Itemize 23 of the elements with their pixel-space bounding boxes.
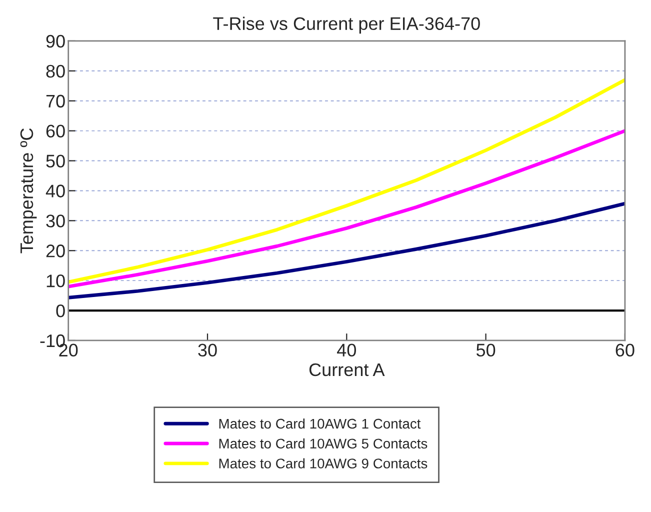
y-tick-label: 40: [46, 184, 65, 198]
y-tick-label: 50: [46, 154, 65, 168]
line-series: [68, 202, 625, 300]
y-tick-label: 0: [56, 304, 65, 318]
legend-label: Mates to Card 10AWG 9 Contacts: [219, 458, 428, 468]
y-tick-label: 10: [46, 274, 65, 288]
y-tick-label: 30: [46, 214, 65, 228]
line-series: [68, 78, 625, 284]
y-tick-label: 80: [46, 64, 65, 78]
chart-title: T-Rise vs Current per EIA-364-70: [213, 16, 480, 34]
y-tick-label: 70: [46, 94, 65, 108]
x-axis-title: Current A: [309, 363, 385, 376]
legend-label: Mates to Card 10AWG 1 Contact: [219, 418, 421, 429]
y-tick-label: 90: [46, 34, 65, 48]
legend-label: Mates to Card 10AWG 5 Contacts: [219, 438, 428, 449]
line-series: [68, 129, 625, 288]
y-axis-title: Temperature ºC: [20, 128, 37, 254]
x-tick-label: 50: [476, 344, 496, 357]
y-tick-label: 60: [46, 124, 65, 138]
x-tick-label: 60: [616, 344, 634, 357]
x-tick-label: 40: [337, 344, 356, 357]
y-tick-label: 20: [46, 244, 65, 258]
x-tick-label: 30: [198, 344, 217, 357]
